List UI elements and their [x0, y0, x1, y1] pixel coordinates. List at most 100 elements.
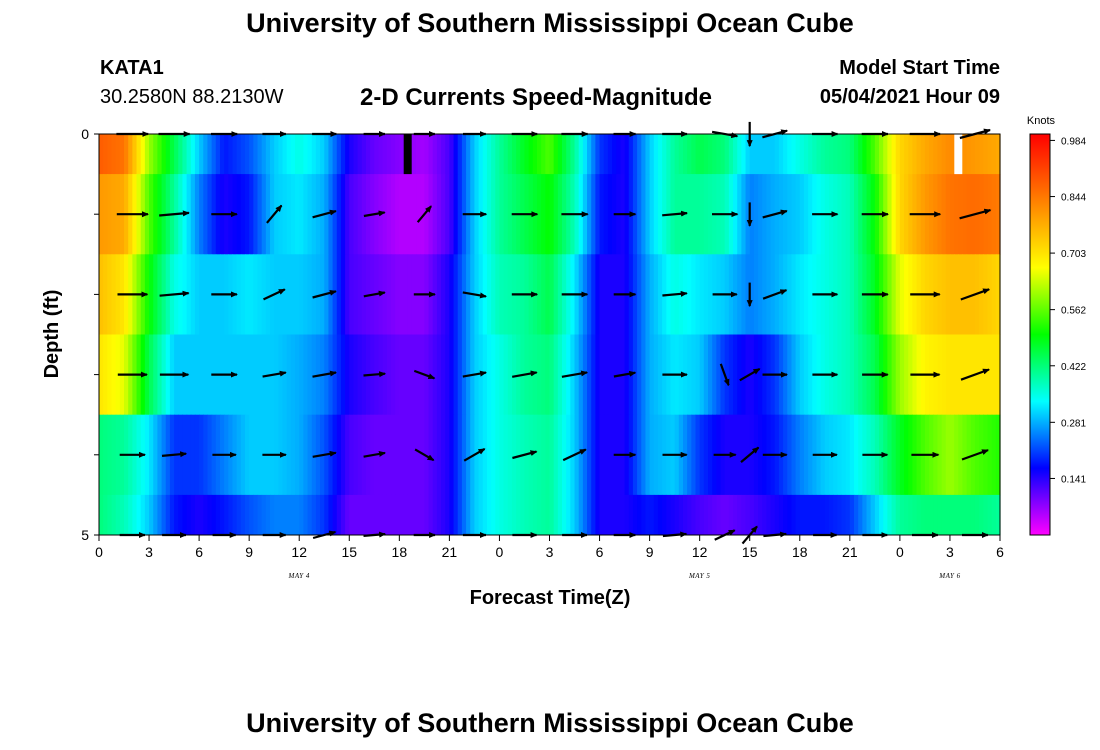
heat-cell [962, 414, 968, 496]
heat-cell [290, 174, 296, 255]
heat-cell [603, 334, 609, 416]
heat-cell [687, 174, 692, 255]
x-tick-label: 0 [496, 544, 504, 560]
heat-cell [428, 414, 434, 496]
heat-cell [270, 174, 275, 255]
heat-cell [566, 414, 571, 496]
heat-cell [591, 174, 596, 255]
heat-cell [557, 494, 563, 536]
heat-cell [311, 174, 317, 255]
current-vector [414, 448, 435, 462]
heat-cell [407, 174, 413, 255]
heat-cell [562, 494, 567, 536]
heat-cell [482, 254, 488, 335]
heat-cell [470, 494, 476, 536]
heat-cell [270, 494, 275, 536]
heat-cell [791, 134, 797, 175]
heat-cell [724, 334, 730, 416]
heat-cell [445, 134, 450, 175]
heat-cell [716, 134, 722, 175]
heat-cell [966, 254, 972, 335]
heat-cell [390, 254, 396, 335]
heat-cell [653, 174, 659, 255]
heat-cell [553, 334, 559, 416]
heat-cell [787, 334, 793, 416]
heat-cell [795, 334, 801, 416]
heat-cell [536, 494, 542, 536]
heat-cell [403, 174, 409, 255]
heat-cell [808, 134, 813, 175]
heat-cell [920, 494, 926, 536]
heat-cell [416, 174, 421, 255]
heat-cell [207, 494, 213, 536]
heat-cell [816, 494, 822, 536]
heat-cell [858, 254, 863, 335]
heat-cell [374, 134, 380, 175]
heat-cell [954, 254, 959, 335]
heat-cell [336, 414, 342, 496]
heat-cell [945, 134, 951, 175]
heat-cell [119, 494, 125, 536]
heat-cell [282, 174, 288, 255]
heat-cell [265, 134, 271, 175]
heat-cell [924, 494, 930, 536]
heat-cell [787, 134, 793, 175]
current-vector [762, 209, 788, 219]
heat-cell [520, 134, 526, 175]
heat-cell [904, 334, 909, 416]
heat-cell [253, 414, 259, 496]
heat-cell [549, 334, 555, 416]
heat-cell [207, 254, 213, 335]
heat-cell [837, 414, 843, 496]
heat-cell [461, 334, 467, 416]
heat-cell [674, 134, 680, 175]
heat-cell [295, 414, 300, 496]
heat-cell [653, 334, 659, 416]
heat-cell [236, 334, 242, 416]
heat-cell [591, 334, 596, 416]
heat-cell [841, 334, 847, 416]
heat-cell [937, 414, 943, 496]
heat-cell [854, 414, 859, 496]
heat-cell [791, 494, 797, 536]
heat-cell [803, 334, 809, 416]
heat-cell [578, 134, 584, 175]
heat-cell [728, 494, 734, 536]
heat-cell [320, 494, 325, 536]
heat-cell [378, 494, 384, 536]
heat-cell [966, 494, 972, 536]
heat-cell [532, 134, 538, 175]
heat-cell [549, 174, 555, 255]
heat-cell [587, 494, 592, 536]
heat-cell [895, 334, 901, 416]
heat-cell [783, 174, 788, 255]
heat-cell [582, 414, 588, 496]
heat-cell [770, 134, 776, 175]
heat-cell [536, 174, 542, 255]
heat-cell [107, 254, 113, 335]
heat-cell [703, 174, 709, 255]
heat-cell [370, 494, 375, 536]
heat-cell [249, 254, 254, 335]
heat-cell [332, 414, 338, 496]
heat-cell [566, 494, 571, 536]
heat-cell [916, 494, 922, 536]
heat-cell [428, 494, 434, 536]
heat-cell [436, 254, 442, 335]
heat-cell [649, 254, 655, 335]
heat-cell [274, 134, 279, 175]
heat-cell [482, 414, 488, 496]
heat-cell [753, 414, 759, 496]
heat-cell [870, 494, 876, 536]
heat-cell [240, 134, 246, 175]
heat-cell [637, 254, 642, 335]
heat-cell [186, 494, 192, 536]
heat-cell [307, 254, 313, 335]
heat-cell [603, 174, 609, 255]
heat-cell [261, 334, 267, 416]
heat-cell [745, 174, 751, 255]
heat-cell [887, 134, 893, 175]
gap-layer [403, 134, 963, 175]
heat-cell [653, 134, 659, 175]
heat-cell [712, 334, 717, 416]
